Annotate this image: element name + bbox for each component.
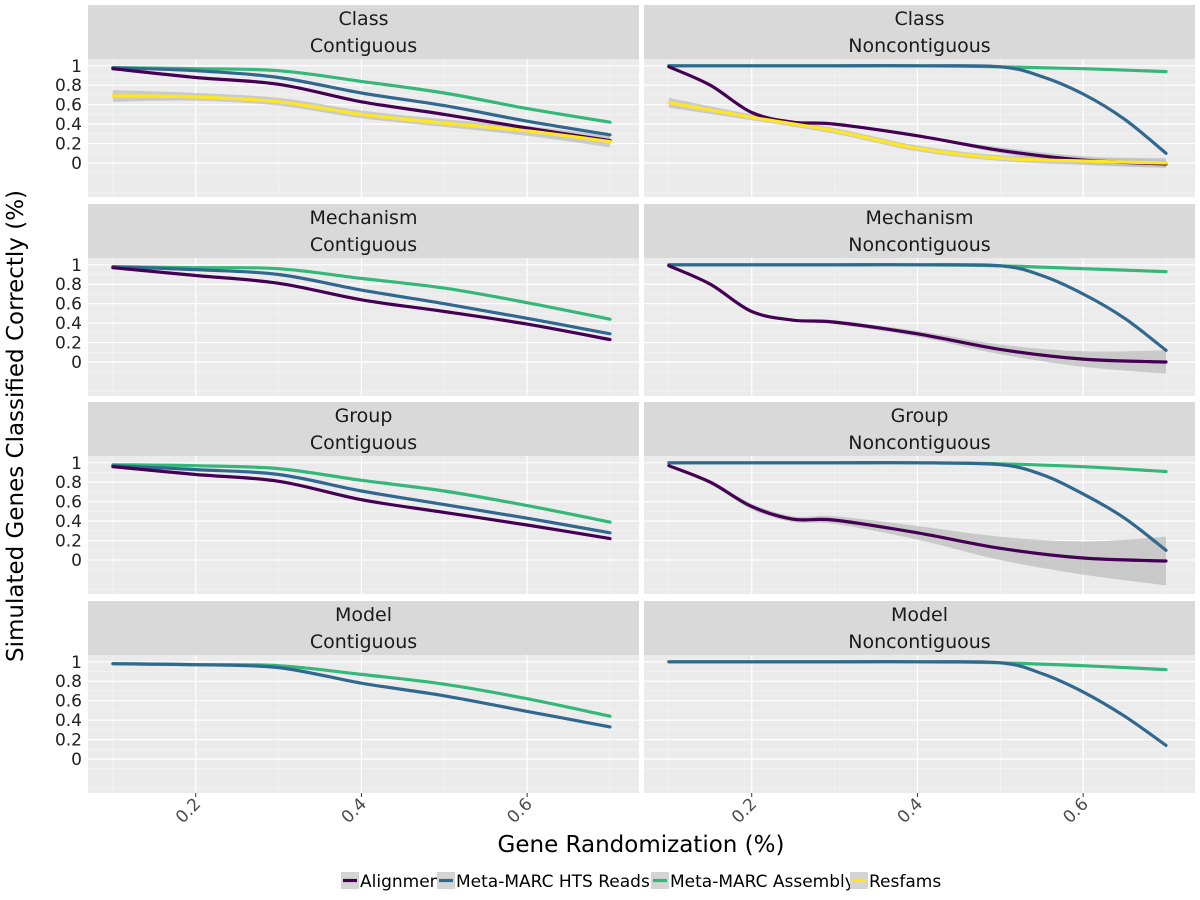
facet-strip [644,204,1195,258]
panel-background [644,59,1195,197]
facet-strip [644,5,1195,59]
series-line-meta-marc-assembly [111,265,612,321]
y-tick-label: 0 [71,353,82,373]
y-tick-label: 0 [71,154,82,174]
facet-row-label: Model [335,604,392,626]
panel-background [644,258,1195,396]
facet-strip [88,204,639,258]
series-line-meta-marc-hts-reads [111,464,612,535]
series-line-meta-marc-hts-reads [667,263,1168,352]
confidence-band-alignment [668,265,1166,374]
facet-col-label: Contiguous [310,234,417,256]
y-tick-label: 0 [71,750,82,770]
legend-label: Resfams [869,872,941,892]
y-tick-label: 0.8 [55,473,82,493]
facet-model-noncontiguous: Model Noncontiguous [644,601,1195,793]
facet-panels: ClassContiguousClassNoncontiguousMechani… [88,5,1195,793]
series-line-meta-marc-hts-reads [667,461,1168,552]
series-line-resfams [111,94,612,144]
y-tick-label: 0.2 [55,731,82,751]
facet-row-label: Mechanism [866,207,974,229]
facet-row-label: Group [891,405,949,427]
y-tick-label: 0.8 [55,275,82,295]
legend-label: Alignment [360,872,447,892]
facet-row-label: Class [339,8,389,30]
series-line-alignment [111,67,612,143]
y-tick-label: 0.6 [55,493,82,513]
series-line-meta-marc-assembly [111,463,612,524]
y-tick-label: 1 [71,57,82,77]
y-tick-label: 0.6 [55,692,82,712]
facet-col-label: Noncontiguous [848,631,990,653]
series-line-alignment [111,465,612,541]
series-line-alignment [667,264,1168,364]
facet-col-label: Noncontiguous [848,35,990,57]
facet-strip [88,402,639,456]
panel-background [88,655,639,793]
series-line-alignment [667,65,1168,166]
series-line-meta-marc-hts-reads [111,66,612,137]
panel-background [88,456,639,594]
facet-group-contiguous: Group Contiguous [88,402,639,594]
y-tick-label: 0.2 [55,334,82,354]
facet-model-contiguous: Model Contiguous [88,601,639,793]
y-tick-label: 0.2 [55,135,82,155]
series-line-resfams [667,101,1168,165]
panel-background [88,59,639,197]
y-tick-label: 0.2 [55,532,82,552]
facet-col-label: Contiguous [310,35,417,57]
panel-background [644,655,1195,793]
legend-item-meta-marc-hts-reads: Meta-MARC HTS Reads [437,872,650,892]
facet-mechanism-noncontiguous: Mechanism Noncontiguous [644,204,1195,396]
facet-mechanism-contiguous: Mechanism Contiguous [88,204,639,396]
series-line-meta-marc-assembly [111,66,612,124]
y-tick-label: 1 [71,256,82,276]
legend-item-meta-marc-assembly: Meta-MARC Assembly [651,872,855,892]
legend-label: Meta-MARC HTS Reads [456,872,650,892]
facet-strip [644,402,1195,456]
series-line-meta-marc-hts-reads [667,64,1168,155]
facet-col-label: Contiguous [310,631,417,653]
y-tick-label: 0.4 [55,711,82,731]
y-tick-label: 1 [71,653,82,673]
facet-col-label: Noncontiguous [848,432,990,454]
y-tick-label: 0.4 [55,512,82,532]
facet-strip [644,601,1195,655]
y-tick-label: 0.4 [55,115,82,135]
facet-row-label: Class [895,8,945,30]
y-tick-label: 1 [71,454,82,474]
series-line-alignment [667,464,1168,563]
facet-class-contiguous: Class Contiguous [88,5,639,197]
facet-col-label: Noncontiguous [848,234,990,256]
y-axis-title: Simulated Genes Classified Correctly (%) [3,190,29,662]
series-line-meta-marc-hts-reads [111,265,612,336]
x-axis-title: Gene Randomization (%) [498,832,785,858]
series-line-alignment [111,266,612,342]
y-tick-label: 0 [71,551,82,571]
facet-row-label: Model [891,604,948,626]
legend: Alignment Meta-MARC HTS Reads Meta-MARC As… [341,872,941,892]
legend-label: Meta-MARC Assembly [670,872,855,892]
facet-col-label: Contiguous [310,432,417,454]
series-line-meta-marc-hts-reads [111,662,612,729]
facet-strip [88,5,639,59]
legend-item-alignment: Alignment [341,872,447,892]
y-tick-label: 0.4 [55,314,82,334]
facet-group-noncontiguous: Group Noncontiguous [644,402,1195,594]
facet-row-label: Group [335,405,393,427]
y-tick-label: 0.8 [55,672,82,692]
y-tick-label: 0.6 [55,96,82,116]
legend-item-resfams: Resfams [850,872,941,892]
series-line-meta-marc-hts-reads [667,660,1168,747]
y-tick-label: 0.6 [55,295,82,315]
y-tick-label: 0.8 [55,76,82,96]
facet-strip [88,601,639,655]
facet-class-noncontiguous: Class Noncontiguous [644,5,1195,197]
facet-row-label: Mechanism [310,207,418,229]
